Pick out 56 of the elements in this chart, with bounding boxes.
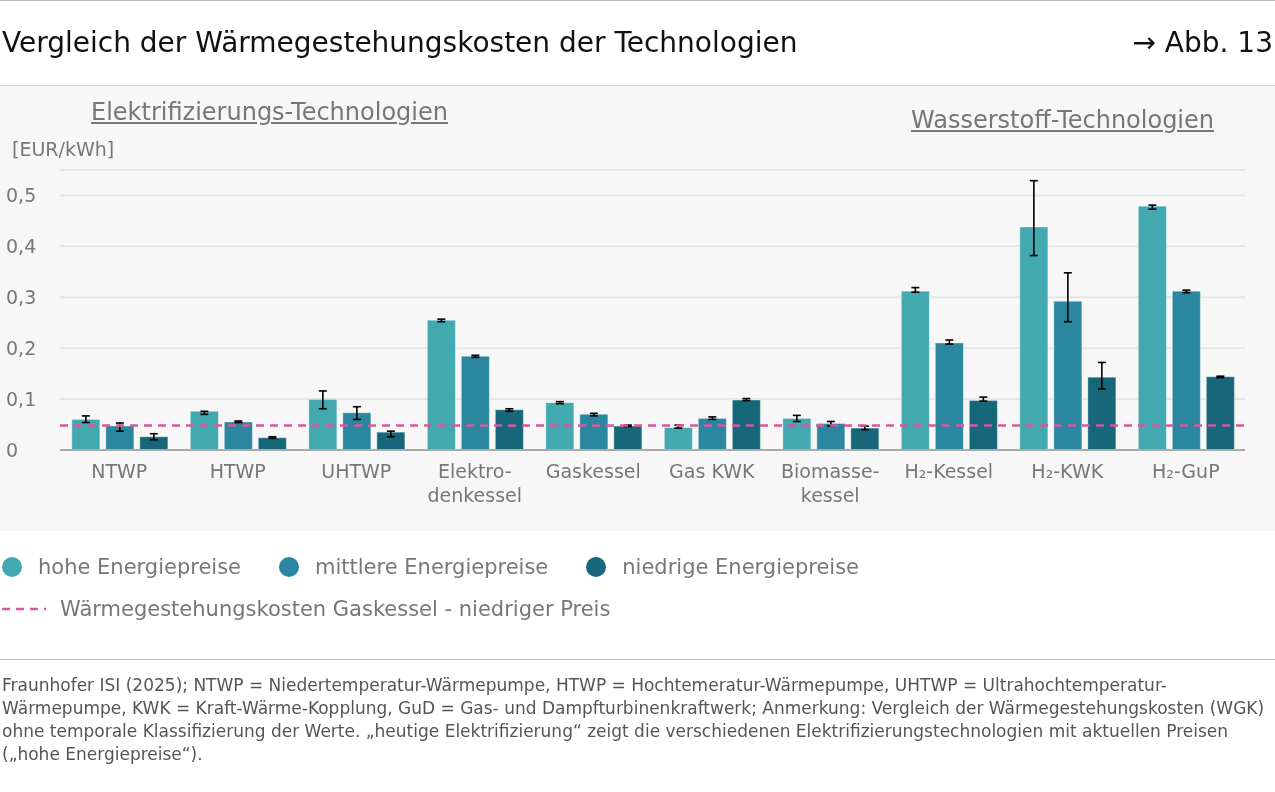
text: Wasserstoff-Technologien: [911, 106, 1215, 134]
bar: [1171, 290, 1201, 450]
bar: [71, 418, 101, 450]
bar: [376, 431, 406, 450]
bar: [850, 427, 880, 450]
x-tick-label: H₂-GuP: [1151, 460, 1220, 482]
bar: [1087, 376, 1117, 450]
x-tick-label: H₂-KWK: [1031, 460, 1104, 482]
bar: [613, 425, 643, 450]
x-tick-label: H₂-Kessel: [904, 460, 994, 482]
bar: [816, 423, 846, 450]
bar: [731, 399, 761, 450]
bar: [426, 319, 456, 450]
bar: [1137, 205, 1167, 450]
bar: [663, 427, 693, 450]
bar: [1205, 376, 1235, 450]
x-tick-label: Biomasse- kessel: [781, 460, 880, 506]
y-tick-label: 0,2: [6, 336, 37, 359]
bar: [1053, 300, 1083, 450]
bar: [139, 436, 169, 450]
legend-label: Wärmegestehungskosten Gaskessel - niedriger Preis: [60, 597, 611, 621]
bar: [579, 413, 609, 450]
x-tick-label: NTWP: [91, 460, 148, 482]
bar: [189, 410, 219, 450]
y-axis-title: [EUR/kWh]: [12, 138, 115, 160]
y-tick-label: 0,3: [6, 286, 37, 309]
x-tick-label: HTWP: [209, 460, 266, 482]
bar: [934, 342, 964, 450]
x-tick-label: Gas KWK: [669, 460, 755, 482]
y-tick-label: 0: [6, 438, 19, 461]
x-tick-label: Elektro- denkessel: [427, 460, 523, 506]
legend-label: niedrige Energiepreise: [622, 555, 860, 579]
bar: [968, 400, 998, 450]
bar: [1019, 226, 1049, 450]
y-tick-label: 0,1: [6, 387, 37, 410]
chart-title: Vergleich der Wärmegestehungskosten der Technologien: [2, 26, 798, 59]
bar: [697, 417, 727, 450]
bar: [223, 421, 253, 450]
bar: [308, 399, 338, 450]
bar: [545, 402, 575, 450]
bar: [105, 425, 135, 450]
legend-label: mittlere Energiepreise: [315, 555, 549, 579]
text: → Abb. 13: [1132, 26, 1273, 59]
bar: [257, 437, 287, 450]
text: Elektrifizierungs-Technologien: [91, 98, 448, 126]
legend-label: hohe Energiepreise: [38, 555, 242, 579]
bar: [782, 417, 812, 450]
x-tick-label: UHTWP: [321, 460, 392, 482]
bar: [342, 412, 372, 450]
bar: [460, 355, 490, 450]
x-tick-label: Gaskessel: [545, 460, 641, 482]
bar: [900, 290, 930, 450]
bar: [494, 409, 524, 450]
y-tick-label: 0,4: [6, 235, 37, 258]
text: Fraunhofer ISI (2025); NTWP = Niedertemperatur-Wärmepumpe, HTWP = Hochtemeratur-Wärmepumpe, UHTWP = Ultrahochtemperatur-Wärmepumpe, KWK = Kraft-Wärme-Kopplung, GuD = Gas- und Dampfturbinenkraftwerk; Anmerkung: Vergleich der Wärmegestehungskosten (WGK) ohne temporale Klassifizierung der Werte. „heutige Elektrifizierung“ zeigt die verschiedenen Elektrifizierungstechnologien mit aktuellen Preisen („hohe Energiepreise“).: [2, 674, 1266, 766]
y-tick-label: 0,5: [6, 184, 37, 207]
